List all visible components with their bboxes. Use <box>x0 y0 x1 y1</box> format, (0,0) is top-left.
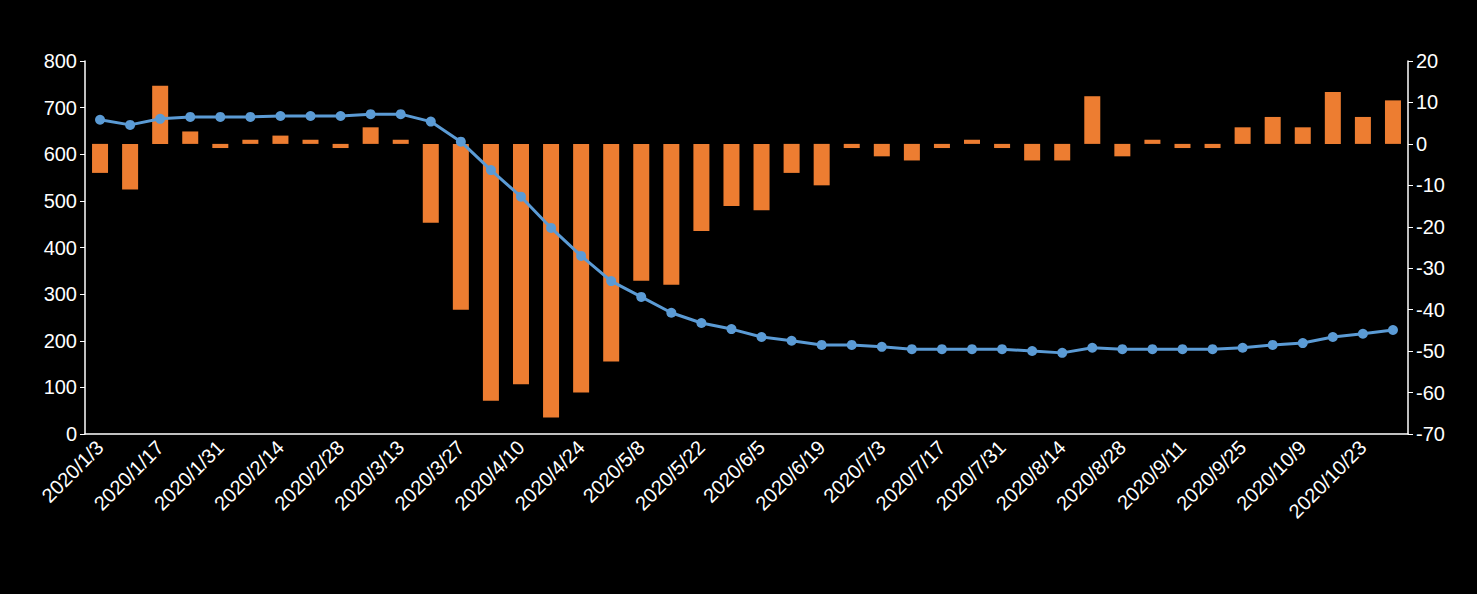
svg-text:100: 100 <box>44 376 77 398</box>
svg-text:20: 20 <box>1416 50 1438 72</box>
svg-text:2020/1/31: 2020/1/31 <box>149 436 229 515</box>
svg-text:-10: -10 <box>1416 174 1445 196</box>
svg-text:2020/1/17: 2020/1/17 <box>89 436 168 515</box>
svg-text:-70: -70 <box>1416 423 1445 445</box>
svg-text:2020/6/5: 2020/6/5 <box>698 436 770 507</box>
svg-text:2020/4/10: 2020/4/10 <box>450 436 529 515</box>
svg-text:2020/1/3: 2020/1/3 <box>37 436 108 507</box>
svg-text:-50: -50 <box>1416 340 1445 362</box>
svg-text:500: 500 <box>44 190 77 212</box>
svg-text:10: 10 <box>1416 91 1438 113</box>
svg-text:2020/9/11: 2020/9/11 <box>1112 436 1191 514</box>
svg-text:200: 200 <box>44 330 77 352</box>
svg-text:700: 700 <box>44 97 77 119</box>
svg-text:2020/5/8: 2020/5/8 <box>578 436 649 507</box>
svg-text:0: 0 <box>1416 133 1427 155</box>
svg-text:2020/3/13: 2020/3/13 <box>330 436 409 515</box>
svg-text:2020/2/14: 2020/2/14 <box>209 436 289 515</box>
svg-text:2020/10/23: 2020/10/23 <box>1284 436 1370 522</box>
svg-text:800: 800 <box>44 50 77 72</box>
svg-text:2020/3/27: 2020/3/27 <box>390 436 469 515</box>
svg-text:300: 300 <box>44 283 77 305</box>
svg-text:-60: -60 <box>1416 382 1445 404</box>
svg-text:0: 0 <box>66 423 77 445</box>
svg-text:2020/7/3: 2020/7/3 <box>819 436 890 507</box>
svg-text:600: 600 <box>44 143 77 165</box>
svg-text:-30: -30 <box>1416 257 1445 279</box>
svg-text:2020/8/28: 2020/8/28 <box>1051 436 1131 515</box>
svg-text:-20: -20 <box>1416 216 1445 238</box>
svg-text:400: 400 <box>44 237 77 259</box>
svg-text:2020/7/17: 2020/7/17 <box>871 436 950 515</box>
svg-text:2020/7/31: 2020/7/31 <box>931 436 1010 515</box>
svg-text:2020/8/14: 2020/8/14 <box>991 436 1070 515</box>
svg-text:-40: -40 <box>1416 299 1445 321</box>
svg-text:2020/2/28: 2020/2/28 <box>269 436 349 515</box>
svg-text:2020/10/9: 2020/10/9 <box>1232 436 1311 515</box>
svg-text:2020/5/22: 2020/5/22 <box>631 436 709 514</box>
svg-text:2020/6/19: 2020/6/19 <box>751 436 829 514</box>
svg-text:2020/9/25: 2020/9/25 <box>1172 436 1251 515</box>
svg-text:2020/4/24: 2020/4/24 <box>510 436 588 514</box>
